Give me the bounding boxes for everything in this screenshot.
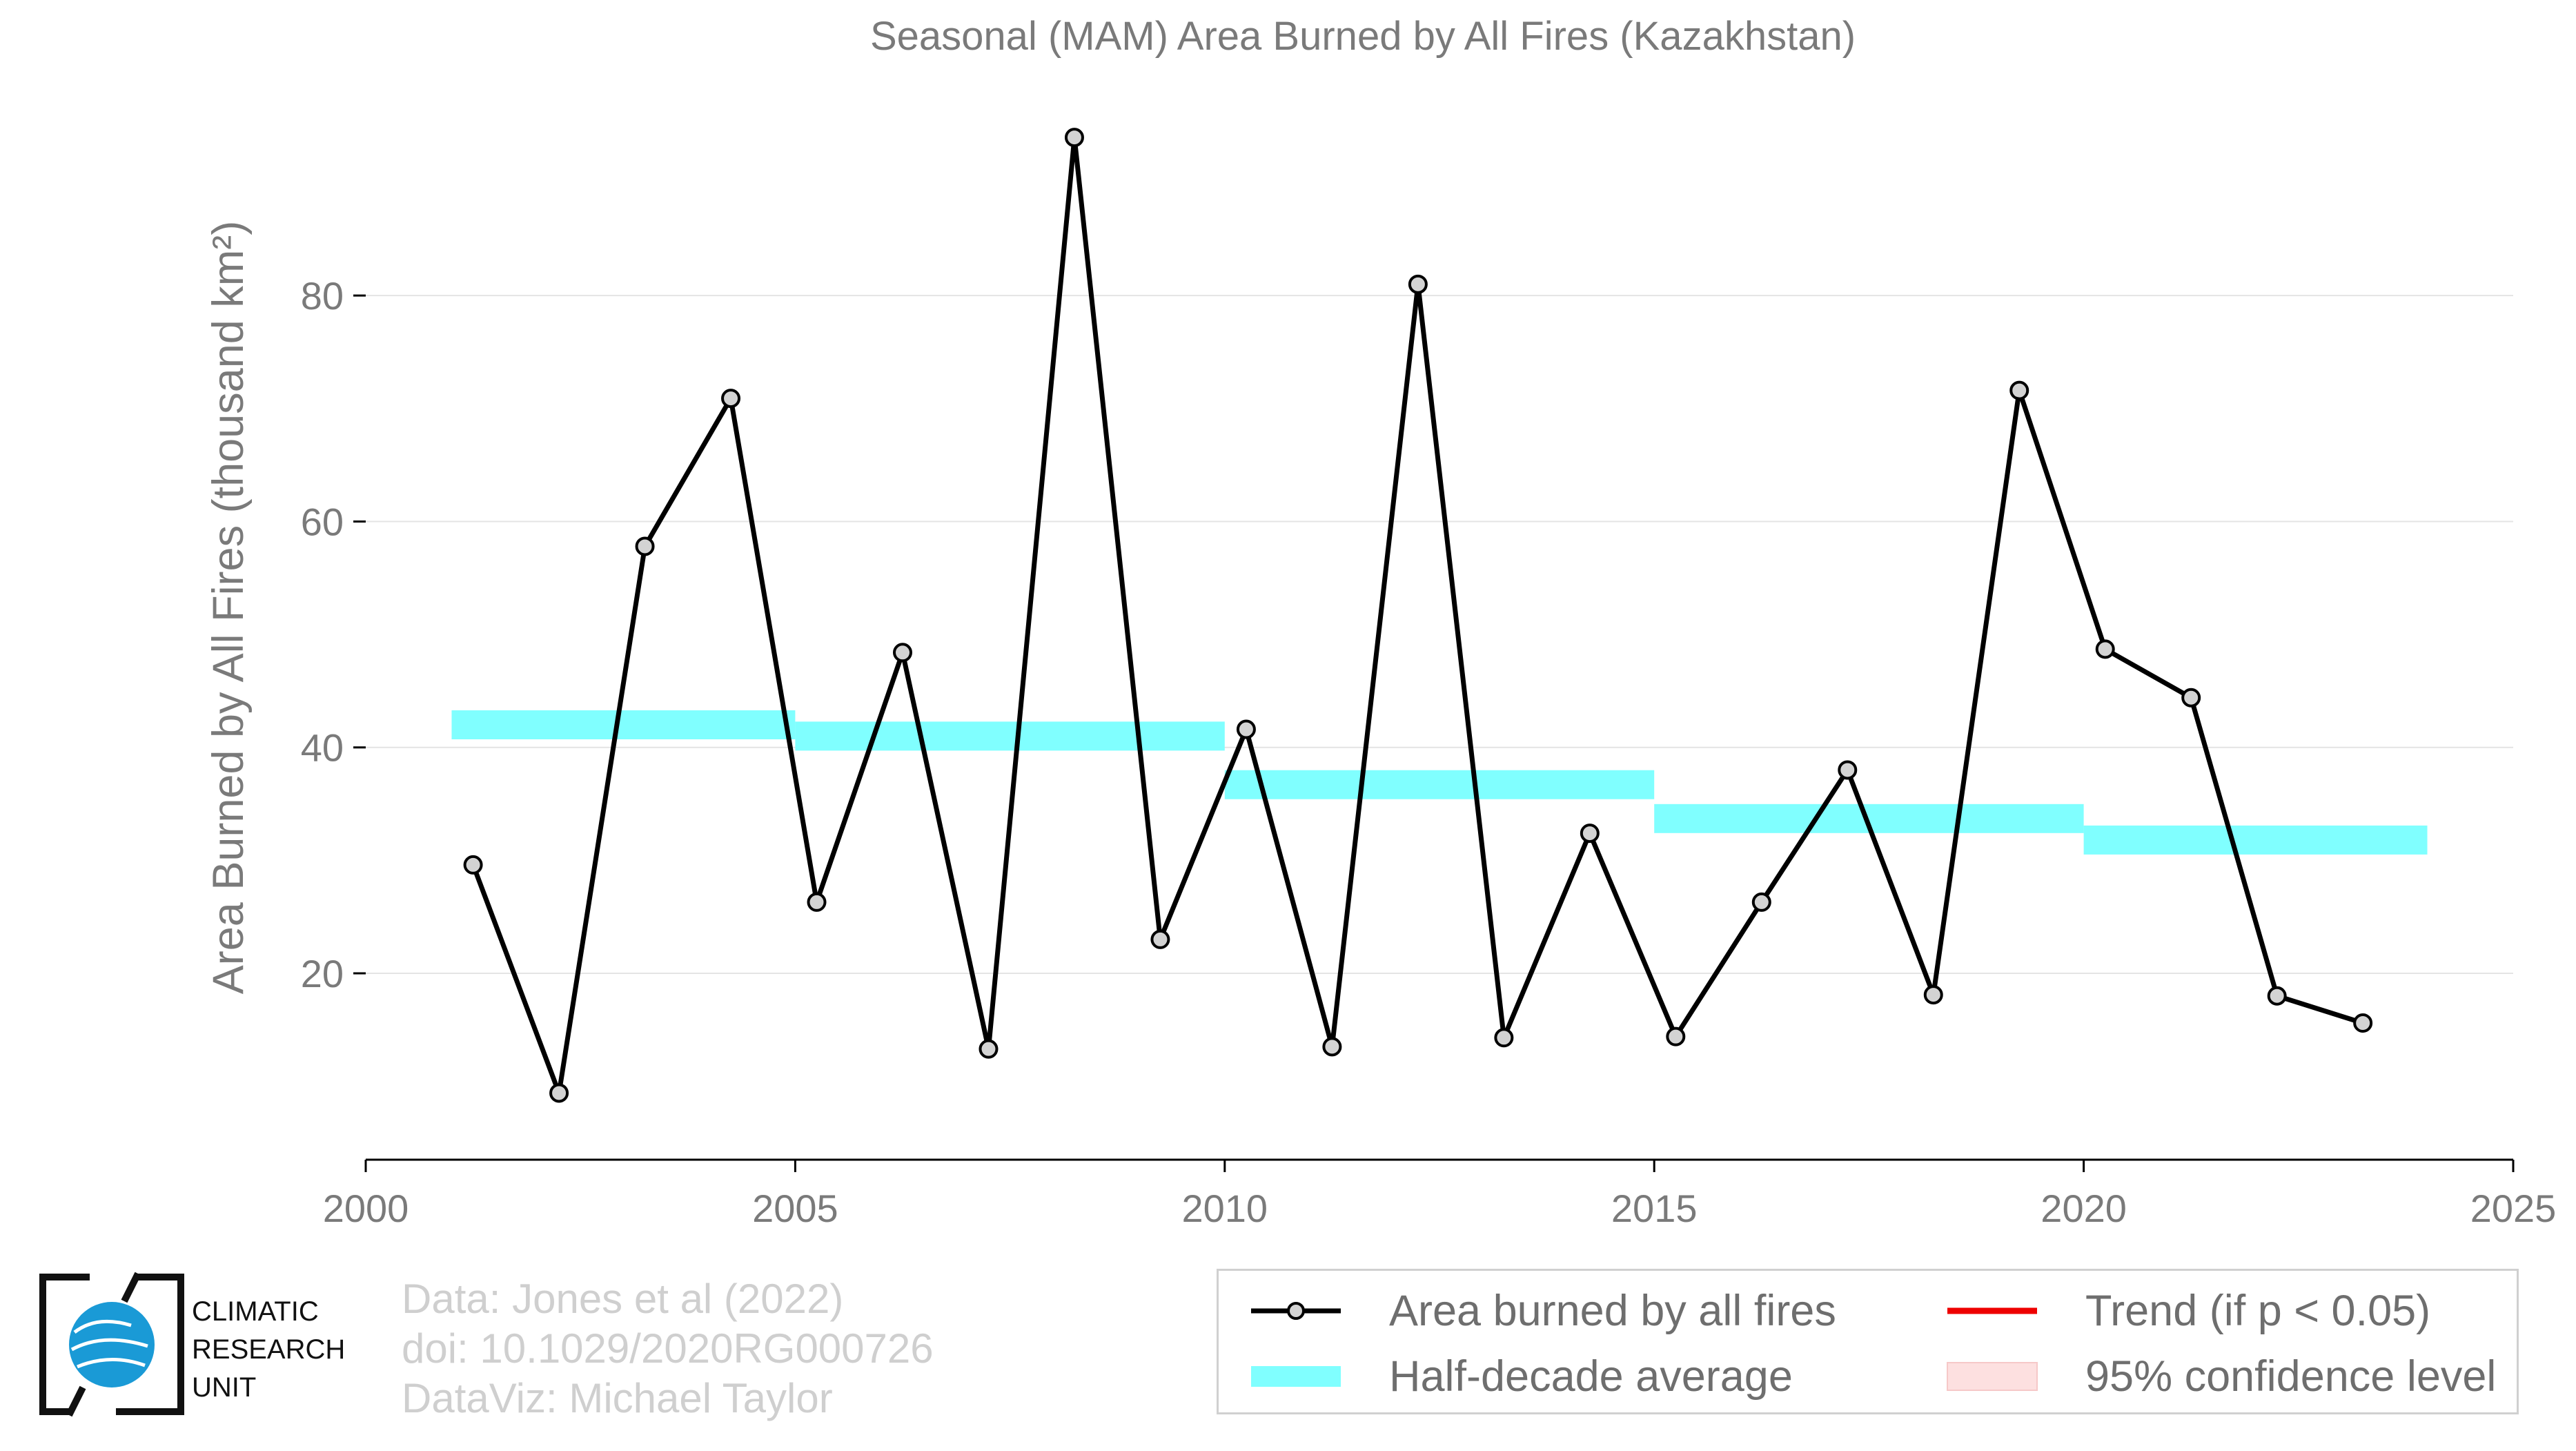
y-axis-label-group: Area Burned by All Fires (thousand km²) xyxy=(204,221,253,994)
logo-bracket-right xyxy=(116,1274,184,1415)
data-point-2011.25 xyxy=(1322,1037,1342,1057)
cru-logo xyxy=(39,1272,184,1417)
data-point-2015.25 xyxy=(1666,1026,1686,1046)
data-point-2002.25 xyxy=(549,1083,569,1103)
data-point-2003.25 xyxy=(635,536,655,556)
data-point-2006.25 xyxy=(893,643,912,663)
half-decade-band-4 xyxy=(2083,825,2428,855)
data-point-2020.25 xyxy=(2095,639,2115,659)
data-point-2022.25 xyxy=(2267,986,2287,1006)
data-point-2008.25 xyxy=(1064,128,1084,148)
logo-text-line1: CLIMATIC xyxy=(192,1296,319,1327)
x-tick-label-2010: 2010 xyxy=(1182,1187,1268,1230)
half-decade-band-1 xyxy=(795,721,1225,751)
x-tick-label-2025: 2025 xyxy=(2470,1187,2557,1230)
gridlines xyxy=(366,295,2513,974)
data-point-2017.25 xyxy=(1838,760,1858,780)
globe-swirl xyxy=(70,1319,148,1369)
legend-label-confidence: 95% confidence level xyxy=(2085,1352,2497,1401)
data-point-2007.25 xyxy=(979,1039,999,1059)
logo-slash xyxy=(121,1272,141,1303)
legend-label-series: Area burned by all fires xyxy=(1389,1287,1836,1335)
legend-label-trend: Trend (if p < 0.05) xyxy=(2085,1287,2431,1335)
data-point-2019.25 xyxy=(2009,380,2029,400)
half-decade-band-0 xyxy=(451,710,796,739)
y-tick-label-80: 80 xyxy=(301,274,344,318)
data-point-2010.25 xyxy=(1236,719,1256,739)
x-tick-label-2015: 2015 xyxy=(1611,1187,1698,1230)
chart-title: Seasonal (MAM) Area Burned by All Fires … xyxy=(870,14,1856,59)
legend-swatch-trend xyxy=(1947,1307,2037,1314)
logo-bracket-left xyxy=(39,1274,90,1415)
credit-data: Data: Jones et al (2022) xyxy=(402,1276,844,1322)
credit-dataviz: DataViz: Michael Taylor xyxy=(402,1375,833,1421)
logo-text-line3: UNIT xyxy=(192,1372,257,1403)
y-axis-ticks: 20 40 60 80 xyxy=(301,274,366,995)
data-point-2016.25 xyxy=(1751,892,1771,912)
x-tick-label-2000: 2000 xyxy=(323,1187,409,1230)
legend-swatch-line-marker xyxy=(1251,1302,1341,1320)
credit-doi: doi: 10.1029/2020RG000726 xyxy=(402,1325,934,1372)
legend-swatch-half-decade xyxy=(1251,1366,1341,1387)
half-decade-bands xyxy=(451,710,2428,855)
half-decade-band-2 xyxy=(1224,770,1655,799)
data-point-2023.25 xyxy=(2353,1013,2373,1033)
series-points xyxy=(463,128,2373,1103)
data-point-2004.25 xyxy=(721,389,741,409)
y-tick-label-40: 40 xyxy=(301,726,344,770)
x-axis-ticks: 2000 2005 2010 2015 2020 2025 xyxy=(323,1160,2557,1230)
logo-text-line2: RESEARCH xyxy=(192,1334,346,1365)
legend-swatch-confidence xyxy=(1947,1362,2038,1391)
y-tick-label-20: 20 xyxy=(301,952,344,995)
logo-slash-bottom xyxy=(66,1385,86,1417)
x-tick-label-2020: 2020 xyxy=(2041,1187,2127,1230)
y-axis-label: Area Burned by All Fires (thousand km²) xyxy=(204,221,253,994)
data-point-2018.25 xyxy=(1923,985,1943,1005)
data-point-2014.25 xyxy=(1580,824,1600,844)
data-point-2005.25 xyxy=(807,892,827,912)
x-tick-label-2005: 2005 xyxy=(752,1187,838,1230)
y-tick-label-60: 60 xyxy=(301,500,344,543)
data-point-2009.25 xyxy=(1150,929,1170,949)
legend-label-half-decade: Half-decade average xyxy=(1389,1352,1793,1401)
legend: Area burned by all fires Trend (if p < 0… xyxy=(1217,1269,2519,1414)
data-point-2021.25 xyxy=(2181,688,2201,708)
data-point-2001.25 xyxy=(463,855,483,875)
data-point-2012.25 xyxy=(1408,274,1428,294)
data-point-2013.25 xyxy=(1494,1028,1514,1048)
